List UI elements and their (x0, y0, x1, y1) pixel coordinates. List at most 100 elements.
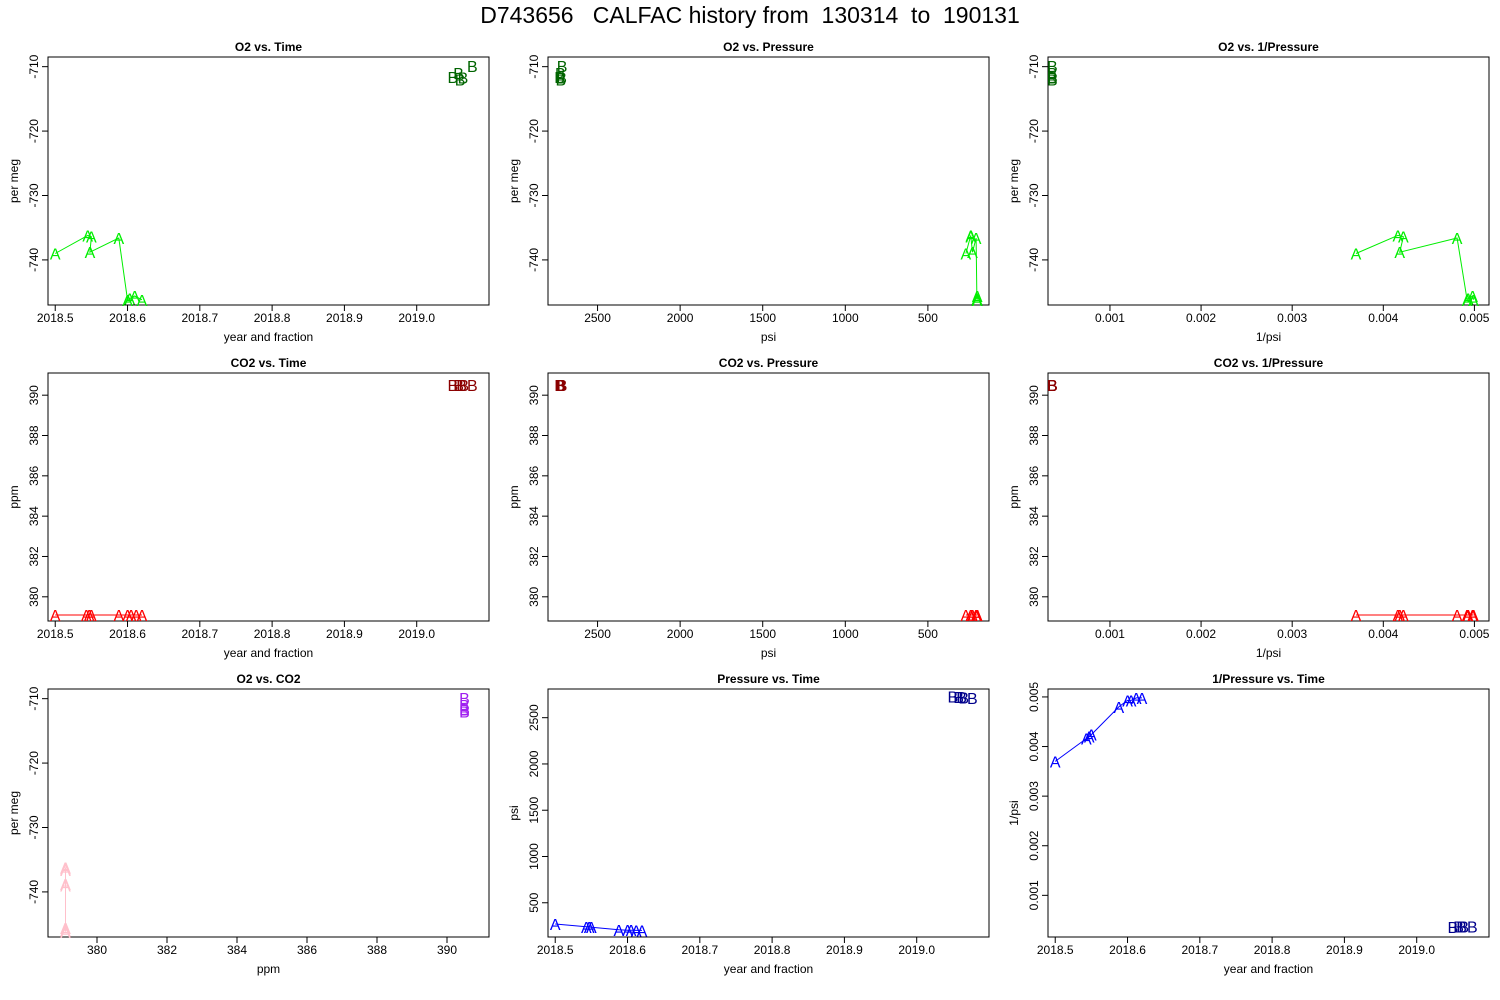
panel-7: Pressure vs. Time 2018.5 2018.6 2018.7 2018.… (507, 672, 990, 976)
data-point-B: B (555, 378, 566, 395)
data-point-A: A (1393, 608, 1404, 625)
data-point-A: A (137, 293, 148, 310)
y-axis-label: ppm (1007, 485, 1021, 508)
data-point-A: A (1394, 608, 1405, 625)
data-point-A: A (614, 923, 625, 940)
x-tick-label: 382 (157, 943, 177, 957)
x-tick-label: 0.005 (1459, 627, 1489, 641)
data-point-A: A (137, 608, 148, 625)
x-axis-label: ppm (257, 962, 280, 976)
x-tick-label: 2018.9 (326, 311, 363, 325)
data-point-B: B (467, 59, 478, 76)
x-axis-label: 1/psi (1256, 330, 1281, 344)
panel-0: O2 vs. Time 2018.5 2018.6 2018.7 2018.8 2018.… (7, 40, 490, 344)
data-point-A: A (60, 921, 71, 938)
x-tick-label: 2018.6 (109, 627, 146, 641)
data-point-B: B (1047, 378, 1058, 395)
data-point-A: A (1114, 700, 1125, 717)
data-point-B: B (1453, 920, 1464, 937)
x-tick-label: 0.005 (1459, 311, 1489, 325)
data-point-A: A (550, 917, 561, 934)
x-tick-label: 0.003 (1277, 627, 1307, 641)
data-point-A: A (972, 292, 983, 309)
panel-title: O2 vs. Time (235, 40, 302, 54)
data-point-A: A (60, 878, 71, 895)
panel-title: O2 vs. Pressure (723, 40, 814, 54)
data-point-A: A (1468, 293, 1479, 310)
x-tick-label: 0.001 (1095, 311, 1125, 325)
data-point-A: A (1398, 230, 1409, 247)
x-tick-label: 0.001 (1095, 627, 1125, 641)
data-point-B: B (1047, 59, 1058, 76)
data-point-B: B (958, 691, 969, 708)
data-point-A: A (122, 608, 133, 625)
data-point-B: B (948, 689, 959, 706)
data-point-B: B (1047, 378, 1058, 395)
data-point-A: A (60, 925, 71, 942)
data-point-A: A (1081, 732, 1092, 749)
data-point-A: A (971, 608, 982, 625)
y-axis-label: 1/psi (1007, 800, 1021, 825)
data-point-A: A (1137, 691, 1148, 708)
panel-title: CO2 vs. 1/Pressure (1214, 356, 1324, 370)
data-point-A: A (961, 246, 972, 263)
x-tick-label: 2018.9 (1326, 943, 1363, 957)
panel-title: Pressure vs. Time (717, 672, 820, 686)
x-tick-label: 2018.8 (254, 311, 291, 325)
data-point-A: A (82, 228, 93, 245)
y-tick-label: 386 (27, 465, 41, 485)
data-point-A: A (60, 877, 71, 894)
x-tick-label: 2019.0 (898, 943, 935, 957)
panel-title: CO2 vs. Pressure (719, 356, 819, 370)
data-point-A: A (60, 863, 71, 880)
x-tick-label: 2018.5 (37, 627, 74, 641)
y-axis-label: ppm (507, 485, 521, 508)
x-tick-label: 2018.5 (537, 943, 574, 957)
data-point-A: A (1452, 608, 1463, 625)
y-tick-label: 2000 (527, 750, 541, 777)
data-point-A: A (1393, 228, 1404, 245)
data-point-A: A (1452, 231, 1463, 248)
data-point-A: A (1084, 730, 1095, 747)
x-tick-label: 2000 (667, 311, 694, 325)
data-point-A: A (131, 608, 142, 625)
data-point-A: A (965, 608, 976, 625)
data-point-A: A (972, 608, 983, 625)
plot-frame (547, 688, 990, 938)
data-point-B: B (459, 702, 470, 719)
data-point-B: B (456, 378, 467, 395)
data-point-B: B (555, 66, 566, 83)
data-point-B: B (1047, 71, 1058, 88)
data-point-A: A (114, 608, 125, 625)
y-tick-label: 0.001 (1027, 880, 1041, 910)
data-point-B: B (557, 378, 568, 395)
data-point-B: B (448, 378, 459, 395)
series-line-A (1054, 697, 1142, 762)
data-point-B: B (956, 690, 967, 707)
y-tick-label: -730 (527, 183, 541, 207)
y-tick-label: 380 (1027, 586, 1041, 606)
data-point-A: A (1351, 608, 1362, 625)
data-point-A: A (1467, 289, 1478, 306)
data-point-A: A (1468, 608, 1479, 625)
panel-6: O2 vs. CO2 380 382 384 386 388 390 ppm -710 -720 -… (7, 672, 490, 976)
data-point-A: A (972, 608, 983, 625)
data-point-A: A (1394, 245, 1405, 262)
series-line-A (555, 923, 642, 931)
plot-frame (547, 56, 990, 306)
x-tick-label: 2019.0 (398, 627, 435, 641)
data-point-B: B (967, 691, 978, 708)
x-axis-label: psi (761, 330, 776, 344)
x-tick-label: 2018.9 (326, 627, 363, 641)
x-tick-label: 380 (87, 943, 107, 957)
panel-title: CO2 vs. Time (231, 356, 307, 370)
data-point-B: B (1448, 920, 1459, 937)
data-point-B: B (554, 378, 565, 395)
x-tick-label: 2018.7 (1181, 943, 1218, 957)
y-tick-label: 2500 (527, 704, 541, 731)
x-tick-label: 384 (227, 943, 247, 957)
x-tick-label: 2018.6 (109, 311, 146, 325)
y-tick-label: 380 (527, 586, 541, 606)
plot-frame (547, 372, 990, 622)
data-point-A: A (50, 246, 61, 263)
